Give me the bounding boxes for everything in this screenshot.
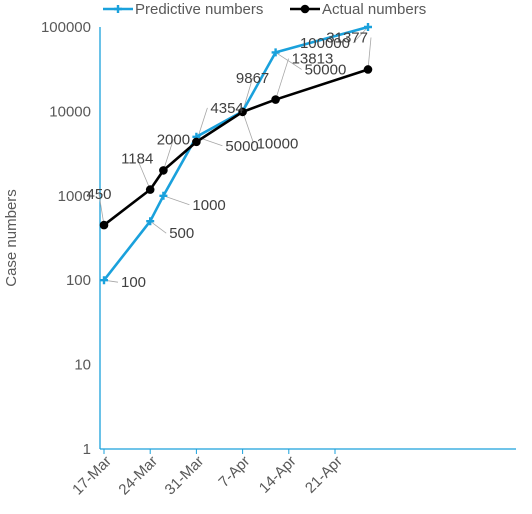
y-tick-label: 10 — [74, 357, 91, 374]
predictive-numbers-marker — [146, 217, 155, 226]
data-label-leader — [163, 139, 174, 171]
data-label: 450 — [86, 186, 111, 203]
predictive-numbers-marker — [159, 191, 168, 200]
data-label: 50000 — [305, 61, 347, 78]
data-label-leader — [149, 220, 167, 234]
data-label: 100 — [121, 274, 146, 291]
y-tick-label: 100000 — [41, 19, 91, 36]
predictive-numbers-marker — [100, 276, 108, 285]
actual-numbers-marker — [99, 220, 109, 230]
data-label-leader — [275, 52, 302, 70]
data-label: 9867 — [236, 70, 269, 87]
data-label: 4354 — [210, 100, 243, 117]
data-label: 2000 — [157, 131, 190, 148]
data-label-leader — [352, 26, 369, 44]
x-tick-label: 17-Mar — [69, 453, 115, 499]
data-label-leader — [242, 111, 254, 144]
y-tick-label: 1 — [83, 441, 91, 458]
legend-label: Predictive numbers — [135, 1, 263, 18]
data-label-leader — [136, 158, 151, 190]
data-label-leader — [367, 37, 372, 70]
y-tick-label: 10000 — [49, 103, 91, 120]
y-axis-label: Case numbers — [3, 189, 20, 287]
x-tick-label: 7-Apr — [215, 453, 253, 491]
data-label: 10000 — [257, 135, 299, 152]
data-label: 500 — [169, 225, 194, 242]
legend-label: Actual numbers — [322, 1, 426, 18]
data-label: 5000 — [225, 138, 258, 155]
data-label: 13813 — [292, 51, 334, 68]
x-tick-label: 21-Apr — [302, 453, 346, 497]
data-label-leader — [275, 58, 289, 100]
legend-predictive-numbers: Predictive numbers — [103, 1, 263, 18]
actual-numbers-marker — [159, 166, 168, 175]
legend-actual-numbers: Actual numbers — [290, 1, 426, 18]
actual-numbers-marker — [271, 95, 280, 104]
actual-numbers-marker — [145, 185, 155, 194]
predictive-numbers-marker — [364, 23, 372, 31]
data-label: 100000 — [300, 35, 350, 52]
predictive-numbers-marker — [271, 48, 280, 57]
data-label: 1000 — [192, 197, 225, 214]
x-tick-label: 24-Mar — [115, 453, 161, 499]
legend-marker — [114, 5, 122, 13]
data-label-leader — [98, 194, 105, 226]
actual-numbers-marker — [238, 107, 247, 117]
data-label: 31377 — [326, 29, 368, 46]
y-tick-label: 100 — [66, 272, 91, 289]
y-tick-label: 1000 — [58, 188, 91, 205]
x-tick-label: 14-Apr — [256, 453, 300, 497]
data-label-leader — [163, 195, 190, 206]
actual-numbers-marker — [192, 137, 201, 147]
x-tick-label: 31-Mar — [162, 453, 208, 499]
actual-numbers-marker — [363, 65, 373, 74]
data-label: 1184 — [121, 151, 153, 168]
legend-marker — [300, 4, 310, 14]
